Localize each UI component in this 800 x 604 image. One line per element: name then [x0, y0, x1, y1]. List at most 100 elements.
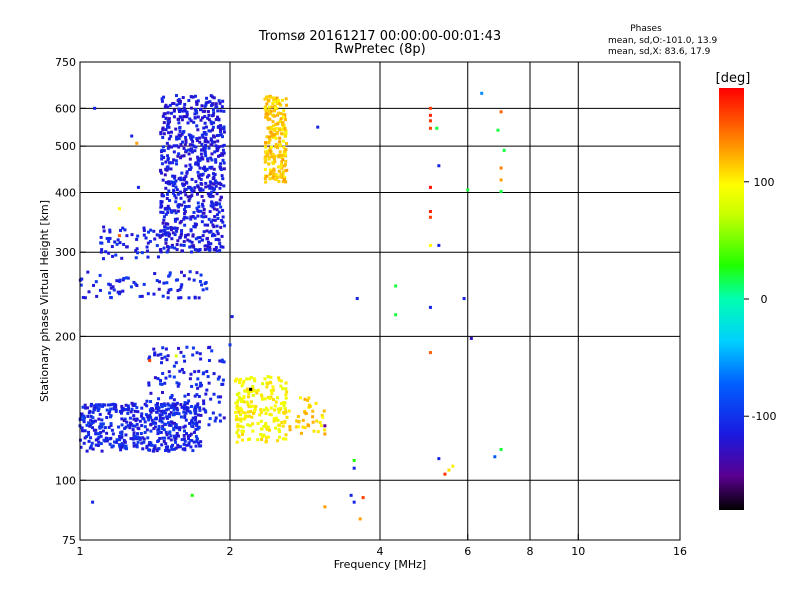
data-point [272, 127, 276, 131]
data-point [90, 420, 94, 424]
data-point [198, 406, 202, 410]
data-point [161, 416, 165, 420]
data-point [84, 406, 88, 410]
data-point [115, 242, 119, 246]
data-point [179, 108, 183, 112]
data-point [165, 141, 169, 145]
data-point [160, 443, 164, 447]
data-point [182, 115, 186, 119]
data-point [131, 424, 135, 428]
data-point [91, 426, 95, 430]
data-point [169, 180, 173, 184]
data-point [148, 408, 152, 412]
data-point [298, 396, 302, 400]
data-point [209, 120, 213, 124]
data-point [175, 217, 179, 221]
data-point [184, 135, 188, 139]
data-point [199, 273, 203, 277]
data-point [149, 400, 153, 404]
data-point [164, 167, 168, 171]
data-point [183, 210, 187, 214]
data-point [281, 153, 285, 157]
data-point [165, 408, 169, 412]
data-point [206, 110, 210, 114]
data-point [131, 428, 135, 432]
data-point [175, 188, 179, 192]
data-point [277, 169, 281, 173]
data-point [206, 375, 210, 379]
data-point [295, 425, 299, 429]
data-point [106, 403, 110, 407]
data-point [117, 443, 121, 447]
data-point [135, 237, 139, 241]
data-point [185, 171, 189, 175]
data-point [142, 233, 146, 237]
data-point [166, 211, 170, 215]
data-point [178, 369, 182, 373]
data-point [191, 95, 195, 99]
data-point [307, 404, 311, 408]
x-tick-label: 6 [464, 545, 471, 558]
data-point [272, 174, 276, 178]
data-point [85, 423, 89, 427]
data-point [287, 409, 291, 413]
data-point [90, 441, 94, 445]
data-point [182, 433, 186, 437]
data-point [205, 229, 209, 233]
data-point [197, 369, 201, 373]
data-point [283, 175, 287, 179]
data-point [176, 426, 180, 430]
data-point [180, 405, 184, 409]
data-point [193, 112, 197, 116]
data-point [217, 154, 221, 158]
data-point [240, 384, 244, 388]
data-point [205, 167, 209, 171]
data-point [188, 245, 192, 249]
data-point [203, 121, 207, 125]
data-point [211, 223, 215, 227]
data-point [268, 112, 272, 116]
data-point [140, 406, 144, 410]
data-point [213, 419, 217, 423]
data-point [171, 191, 175, 195]
data-point [170, 237, 174, 241]
data-point [212, 121, 216, 125]
data-point [91, 447, 95, 451]
data-point [170, 243, 174, 247]
data-point [166, 120, 170, 124]
data-point [98, 288, 102, 292]
data-point [89, 436, 93, 440]
data-point [220, 174, 224, 178]
data-point [276, 418, 280, 422]
data-point [216, 232, 220, 236]
data-point [83, 296, 87, 300]
data-point [222, 167, 226, 171]
data-point [210, 152, 214, 156]
data-point [219, 162, 223, 166]
data-point [183, 143, 187, 147]
data-point [93, 106, 97, 110]
data-point [199, 173, 203, 177]
data-point [88, 446, 92, 450]
data-point [215, 192, 219, 196]
data-point [186, 233, 190, 237]
data-point [196, 128, 200, 132]
data-point [177, 136, 181, 140]
data-point [323, 505, 327, 509]
data-point [189, 215, 193, 219]
data-point [175, 243, 179, 247]
data-point [187, 437, 191, 441]
data-point [89, 444, 93, 448]
data-point [267, 109, 271, 113]
data-point [166, 204, 170, 208]
data-point [194, 444, 198, 448]
data-point [158, 280, 162, 284]
data-point [207, 423, 211, 427]
data-point [278, 143, 282, 147]
data-point [245, 387, 249, 391]
data-point [120, 256, 124, 260]
data-point [119, 431, 123, 435]
data-point [268, 149, 272, 153]
data-point [202, 371, 206, 375]
data-point [499, 189, 503, 193]
